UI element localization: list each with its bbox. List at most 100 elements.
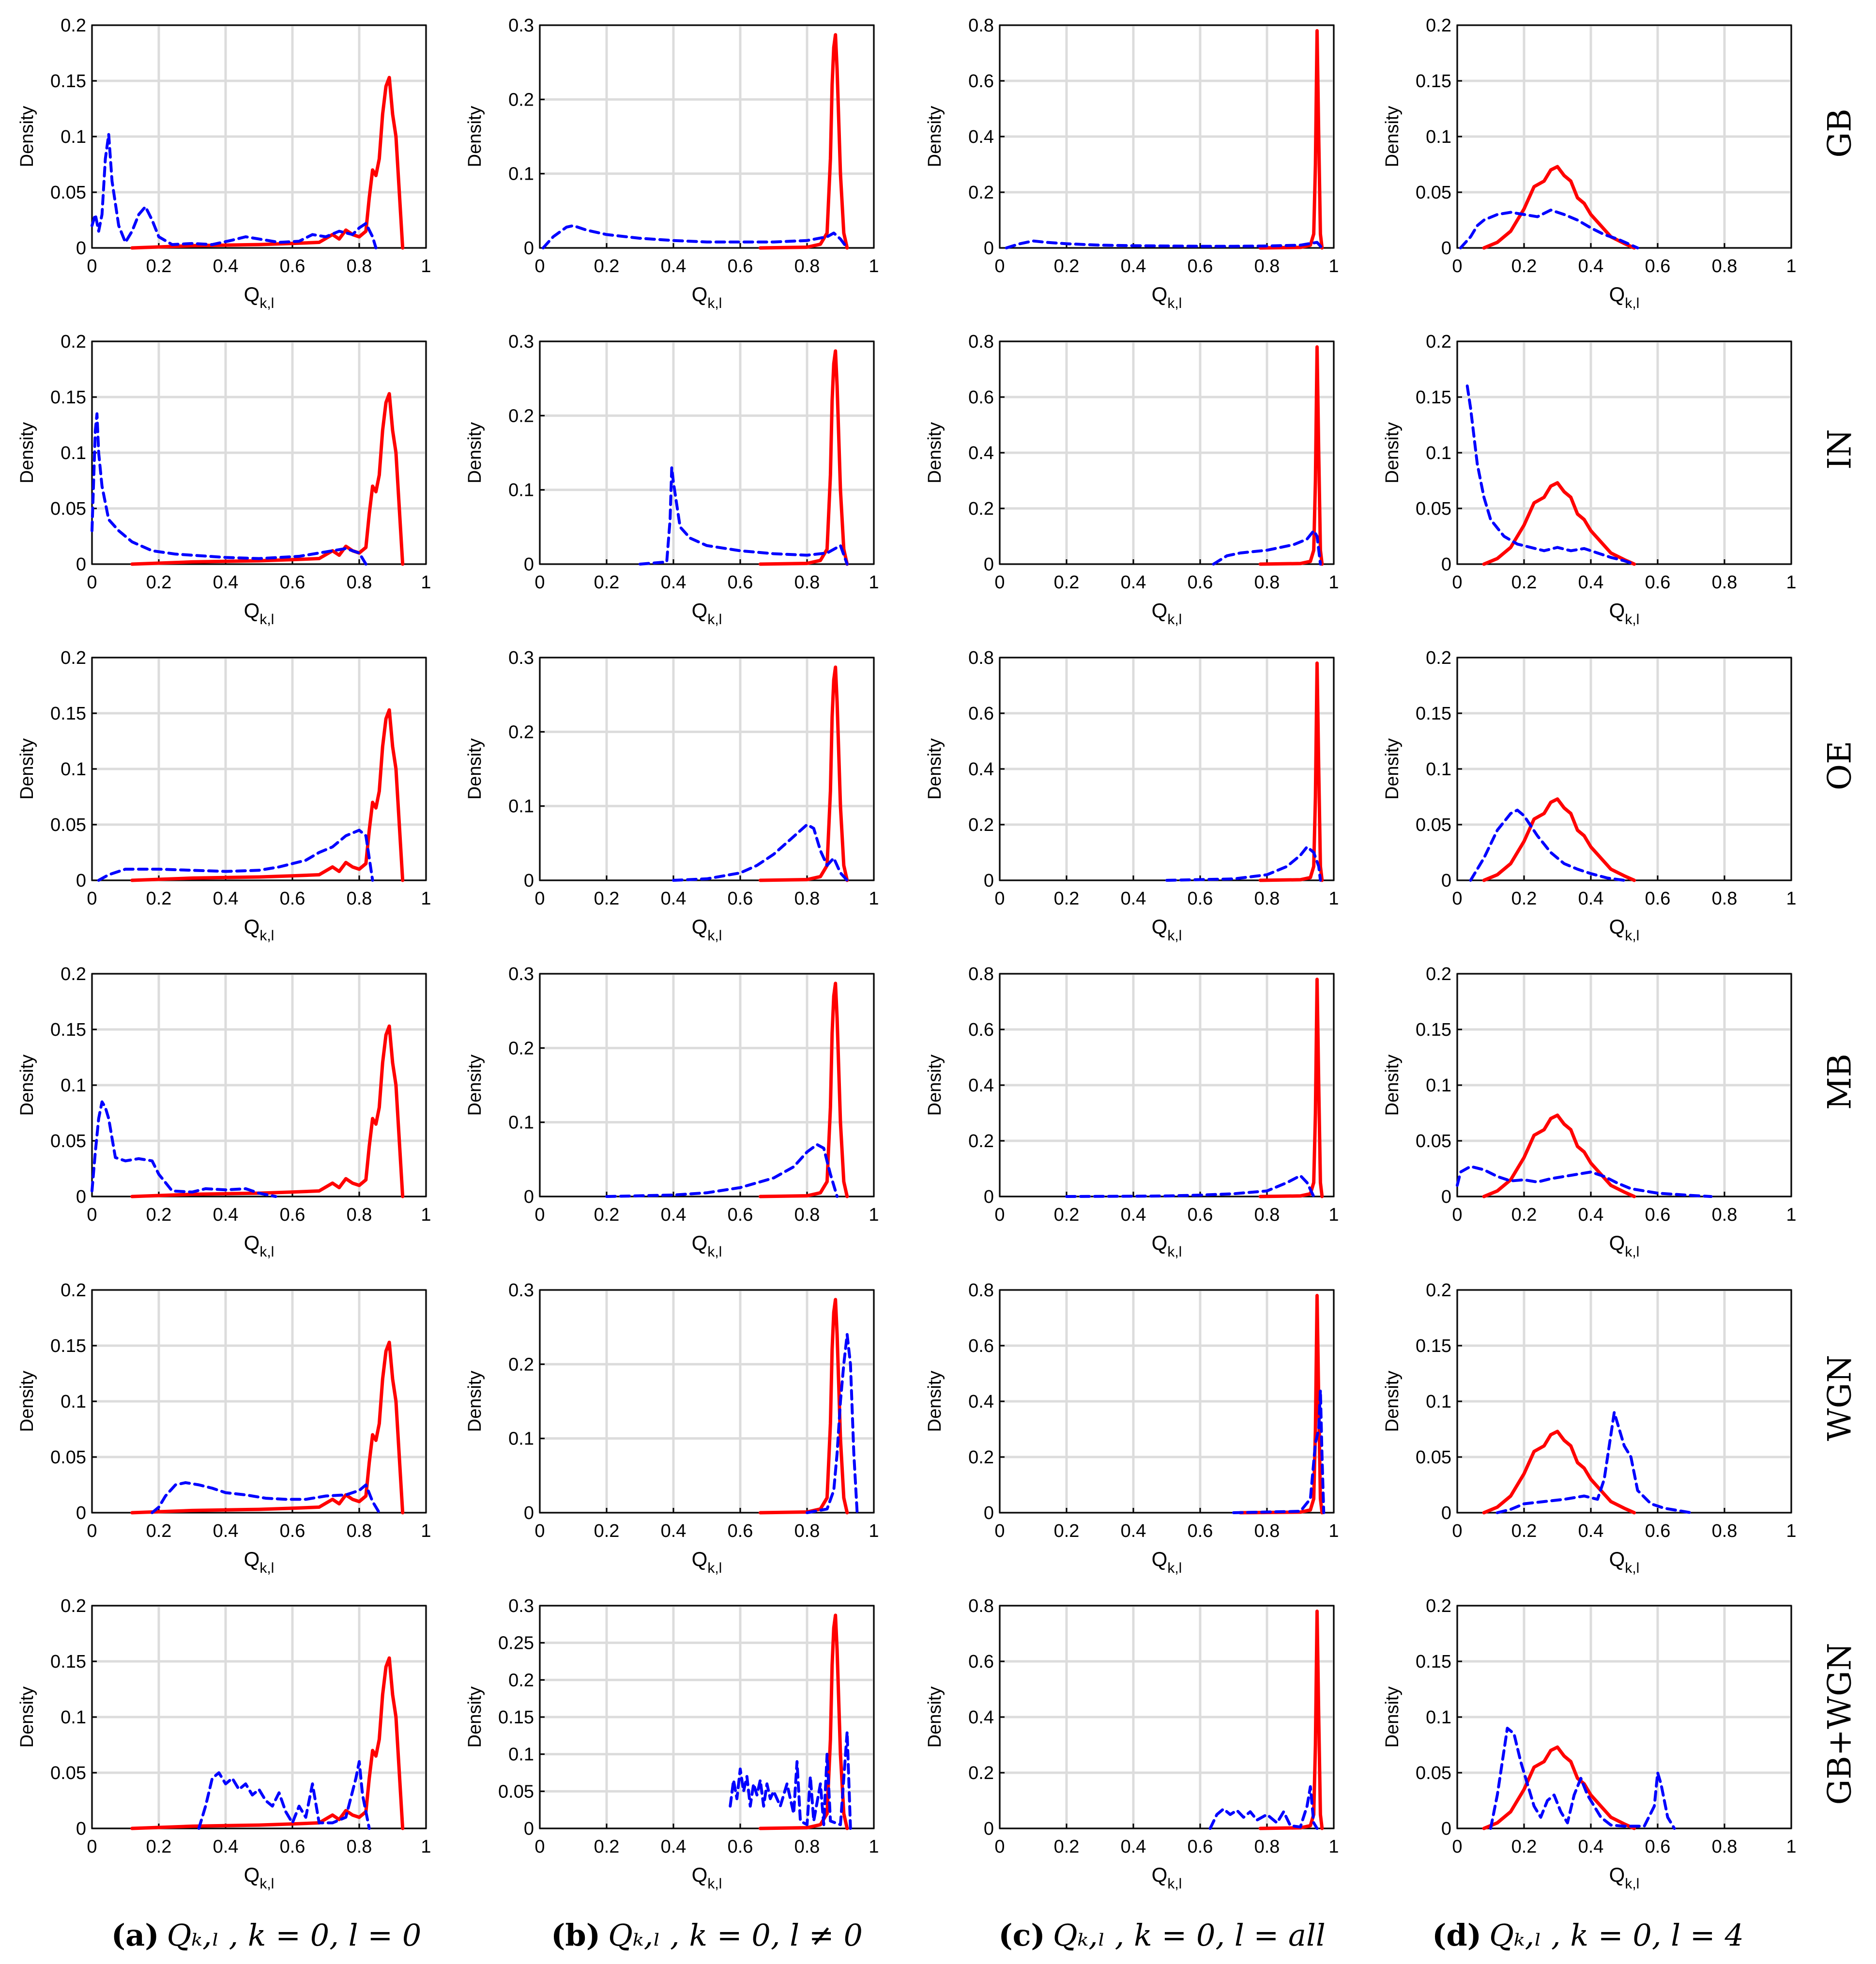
chart-mb-b: 0 0.2 0.4 0.6 0.8 1 0 0.1 0.2 0.3 Density Qk,l (465, 964, 879, 1260)
x-axis-label: Qk,l (244, 1548, 275, 1576)
x-tick-label: 1 (421, 1837, 431, 1857)
x-tick-label: 1 (869, 256, 879, 276)
x-tick-label: 0.8 (1712, 256, 1738, 276)
y-tick-label: 0.6 (968, 71, 994, 92)
y-tick-label: 0.2 (508, 406, 534, 426)
x-tick-label: 0.6 (728, 256, 753, 276)
y-tick-label: 0.2 (1426, 1280, 1451, 1301)
y-axis-label: Density (17, 738, 37, 800)
y-tick-label: 0 (76, 871, 86, 891)
x-tick-label: 0.4 (1121, 889, 1146, 909)
y-tick-label: 0.15 (1416, 704, 1451, 724)
x-tick-label: 0.4 (1578, 1837, 1604, 1857)
y-tick-label: 0.15 (50, 1652, 86, 1672)
series-line-blue (151, 1481, 381, 1514)
chart-oe-d: 0 0.2 0.4 0.6 0.8 1 0 0.05 0.1 0.15 0.2 Density Qk,l (1382, 648, 1797, 944)
series-line-blue (729, 1730, 852, 1830)
x-tick-label: 0.2 (1511, 1837, 1537, 1857)
x-tick-label: 1 (1786, 1205, 1796, 1225)
series-line-red (758, 1298, 849, 1515)
chart-in-b: 0 0.2 0.4 0.6 0.8 1 0 0.1 0.2 0.3 Density Qk,l (465, 332, 879, 628)
y-axis-label: Density (925, 738, 945, 800)
series-line-red (1238, 1294, 1324, 1515)
y-tick-label: 0.8 (968, 332, 994, 352)
y-tick-label: 0 (524, 1503, 534, 1523)
series-line-red (1258, 661, 1324, 882)
x-tick-label: 0.4 (661, 1837, 686, 1857)
y-tick-label: 0.2 (61, 332, 86, 352)
y-tick-label: 0 (984, 1819, 994, 1839)
y-tick-label: 0.1 (61, 1707, 86, 1728)
chart-wgn-b: 0 0.2 0.4 0.6 0.8 1 0 0.1 0.2 0.3 Density Qk,l (465, 1280, 879, 1576)
y-tick-label: 0.6 (968, 1020, 994, 1040)
x-tick-label: 0 (994, 256, 1005, 276)
row-label-oe: OE (1821, 740, 1859, 791)
y-tick-label: 0.05 (50, 1763, 86, 1783)
y-tick-label: 0.2 (61, 964, 86, 984)
y-tick-label: 0.05 (50, 1447, 86, 1468)
y-tick-label: 0.1 (61, 1392, 86, 1412)
chart-oe-c: 0 0.2 0.4 0.6 0.8 1 0 0.2 0.4 0.6 0.8 Density Qk,l (925, 648, 1339, 944)
x-tick-label: 0.2 (1511, 572, 1537, 593)
x-axis-label: Qk,l (244, 1863, 275, 1892)
y-axis-label: Density (1382, 1055, 1403, 1116)
y-tick-label: 0.2 (508, 90, 534, 110)
series-line-red (1258, 345, 1324, 566)
x-axis-label: Qk,l (692, 1548, 722, 1576)
y-tick-label: 0.15 (50, 387, 86, 408)
x-tick-label: 0 (87, 572, 97, 593)
x-tick-label: 0 (994, 1837, 1005, 1857)
x-axis-label: Qk,l (1152, 1548, 1182, 1576)
series-line-red (758, 349, 849, 566)
chart-mb-d: 0 0.2 0.4 0.6 0.8 1 0 0.05 0.1 0.15 0.2 Density Qk,l (1382, 964, 1797, 1260)
x-tick-label: 0.2 (1511, 1205, 1537, 1225)
chart-gb-wgn-a: 0 0.2 0.4 0.6 0.8 1 0 0.05 0.1 0.15 0.2 Density Qk,l (17, 1596, 431, 1892)
x-tick-label: 0.4 (1578, 572, 1604, 593)
x-tick-label: 1 (421, 256, 431, 276)
y-axis-label: Density (465, 1055, 485, 1116)
x-tick-label: 0.8 (1254, 572, 1280, 593)
y-tick-label: 0.1 (1426, 127, 1451, 147)
y-tick-label: 0 (76, 554, 86, 575)
series-line-red (758, 665, 849, 882)
y-tick-label: 0.1 (61, 127, 86, 147)
y-tick-label: 0.1 (1426, 759, 1451, 780)
caption-d: (d) Qₖ,ₗ , k = 0, l = 4 (1432, 1918, 1744, 1953)
y-tick-label: 0.2 (61, 648, 86, 668)
x-tick-label: 0.8 (347, 1205, 372, 1225)
y-tick-label: 0.1 (508, 1745, 534, 1765)
series-line-red (1482, 797, 1636, 882)
y-tick-label: 0.05 (50, 183, 86, 203)
x-tick-label: 1 (1786, 889, 1796, 909)
series-line-red (130, 708, 405, 882)
y-tick-label: 0.1 (61, 759, 86, 780)
x-tick-label: 0.4 (661, 572, 686, 593)
x-tick-label: 0.6 (728, 1837, 753, 1857)
y-tick-label: 0.6 (968, 704, 994, 724)
x-axis-label: Qk,l (244, 283, 275, 311)
row-label-mb: MB (1821, 1053, 1859, 1110)
y-tick-label: 0.4 (968, 1392, 994, 1412)
x-tick-label: 0.2 (146, 572, 172, 593)
row-label-gb-wgn: GB+WGN (1821, 1642, 1859, 1805)
x-tick-label: 0 (534, 256, 545, 276)
y-tick-label: 0 (1441, 1503, 1451, 1523)
y-tick-label: 0.2 (1426, 1596, 1451, 1616)
y-tick-label: 0.15 (50, 1336, 86, 1356)
x-tick-label: 0.4 (661, 1521, 686, 1541)
chart-wgn-a: 0 0.2 0.4 0.6 0.8 1 0 0.05 0.1 0.15 0.2 Density Qk,l (17, 1280, 431, 1576)
x-tick-label: 1 (1786, 572, 1796, 593)
series-line-blue (91, 1100, 277, 1198)
y-tick-label: 0.4 (968, 759, 994, 780)
series-line-blue (91, 133, 378, 249)
y-tick-label: 0 (524, 871, 534, 891)
series-line-blue (541, 224, 849, 249)
x-tick-label: 0.2 (594, 1521, 620, 1541)
x-tick-label: 0.4 (661, 889, 686, 909)
x-tick-label: 0.6 (1188, 572, 1213, 593)
x-tick-label: 1 (1328, 1205, 1339, 1225)
y-tick-label: 0.2 (61, 15, 86, 36)
series-line-red (758, 1613, 849, 1830)
x-axis-label: Qk,l (1609, 1231, 1640, 1260)
